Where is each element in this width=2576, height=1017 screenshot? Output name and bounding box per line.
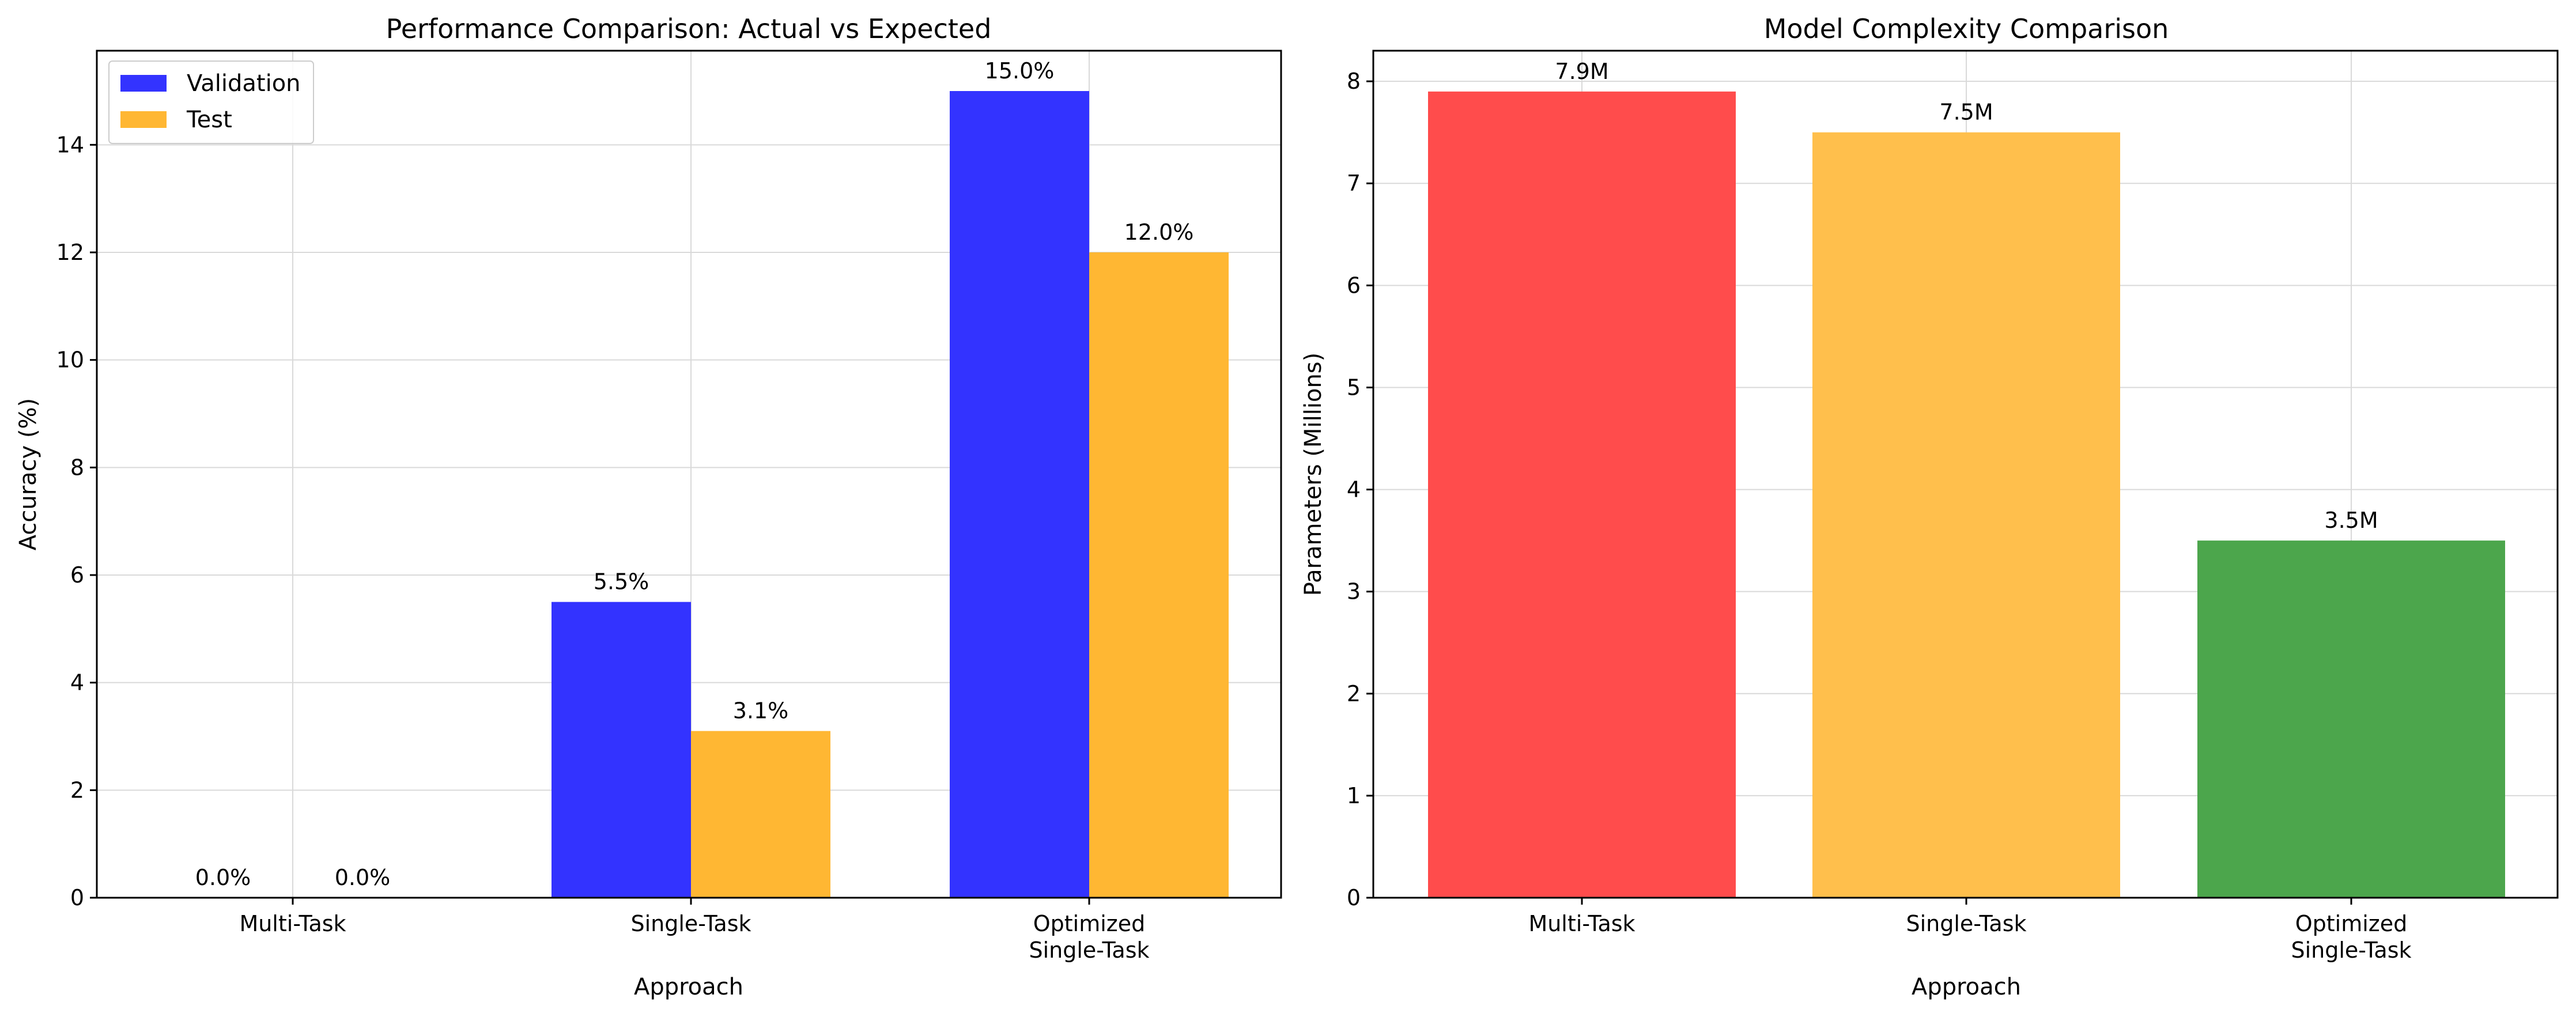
data-label: 7.9M	[1555, 59, 1608, 84]
data-label: 0.0%	[195, 865, 251, 890]
y-tick-label: 1	[1347, 783, 1361, 808]
bar-params-0	[1428, 91, 1736, 898]
x-tick-label: Single-Task	[2291, 937, 2411, 963]
chart2-title: Model Complexity Comparison	[1764, 13, 2169, 44]
legend-validation-label: Validation	[187, 70, 301, 97]
chart1-title: Performance Comparison: Actual vs Expect…	[386, 13, 992, 44]
data-label: 3.1%	[733, 698, 789, 724]
chart1-ylabel: Accuracy (%)	[15, 398, 41, 551]
y-tick-label: 4	[1347, 477, 1361, 502]
chart2-axes-frame	[1372, 50, 2559, 899]
x-tick-label: Single-Task	[630, 911, 751, 936]
bar-test-2	[1089, 252, 1229, 898]
y-tick-label: 6	[1347, 273, 1361, 298]
legend-test-label: Test	[186, 107, 232, 133]
y-tick-label: 2	[1347, 681, 1361, 706]
data-label: 15.0%	[985, 58, 1055, 84]
bar-test-1	[691, 731, 830, 898]
data-label: 3.5M	[2324, 508, 2378, 533]
y-tick-label: 2	[70, 777, 84, 803]
bar-validation-1	[552, 602, 691, 898]
chart1-axes-frame	[96, 50, 1282, 899]
y-tick-label: 0	[70, 885, 84, 910]
y-tick-label: 3	[1347, 579, 1361, 604]
data-label: 0.0%	[335, 865, 391, 890]
legend-validation-swatch	[120, 75, 167, 92]
x-tick-label: Multi-Task	[1528, 911, 1635, 936]
chart2-xlabel: Approach	[1912, 974, 2021, 1000]
legend-test-swatch	[120, 111, 167, 128]
x-tick-label: Single-Task	[1906, 911, 2026, 936]
complexity-chart: Model Complexity Comparison 7.9M 7.5M 3.5M…	[1300, 13, 2559, 1000]
x-tick-label: Optimized	[2295, 911, 2408, 936]
data-label: 12.0%	[1124, 220, 1194, 245]
performance-chart: Performance Comparison: Actual vs Expect…	[15, 13, 1282, 1000]
y-tick-label: 0	[1347, 885, 1361, 910]
data-label: 7.5M	[1939, 100, 1993, 125]
chart1-xlabel: Approach	[634, 974, 743, 1000]
y-tick-label: 14	[56, 132, 84, 157]
y-tick-label: 8	[1347, 69, 1361, 94]
y-tick-label: 5	[1347, 375, 1361, 400]
data-label: 5.5%	[594, 569, 649, 595]
bar-params-1	[1812, 132, 2120, 898]
y-tick-label: 8	[70, 455, 84, 480]
y-tick-label: 10	[56, 347, 84, 373]
x-tick-label: Single-Task	[1029, 937, 1149, 963]
chart1-legend: Validation Test	[108, 61, 314, 144]
y-tick-label: 4	[70, 670, 84, 695]
y-tick-label: 7	[1347, 171, 1361, 196]
y-tick-label: 12	[56, 240, 84, 265]
bar-validation-2	[950, 91, 1089, 898]
chart2-ylabel: Parameters (Millions)	[1300, 353, 1327, 596]
x-tick-label: Optimized	[1033, 911, 1146, 936]
x-tick-label: Multi-Task	[239, 911, 346, 936]
y-tick-label: 6	[70, 562, 84, 588]
bar-params-2	[2197, 540, 2505, 898]
